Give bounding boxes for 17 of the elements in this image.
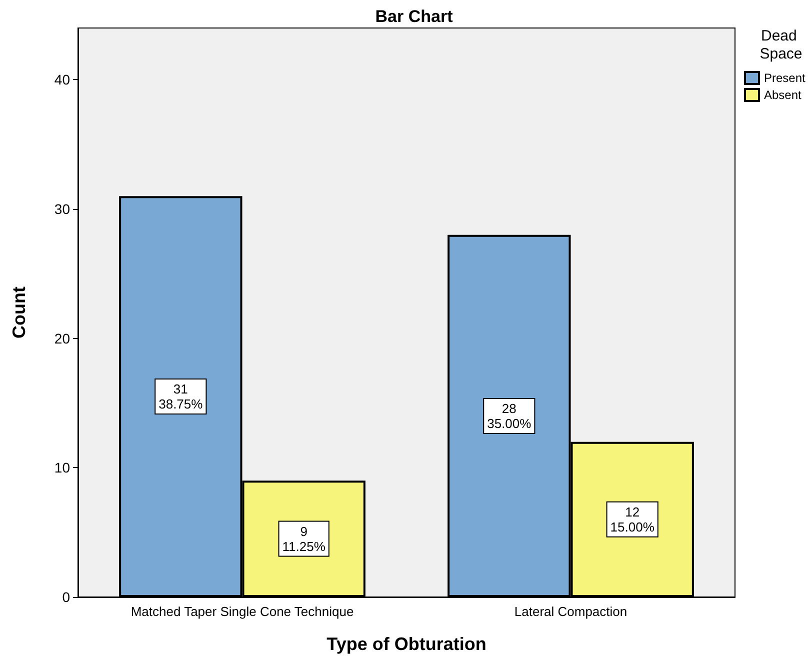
data-label: 31 38.75% [158,382,204,412]
legend-title: Dead Space [760,28,802,62]
chart-title: Bar Chart [375,7,454,26]
data-label: 28 35.00% [487,400,532,431]
y-axis-title: Count [9,286,29,338]
data-label: 12 15.00% [610,504,655,534]
data-label: 9 11.25% [282,524,326,554]
y-tick-label: 10 [54,460,70,476]
y-tick-label: 0 [62,589,70,605]
y-tick-label: 40 [54,72,70,88]
x-tick-label: Lateral Compaction [514,604,628,619]
legend-label: Present [764,71,806,85]
y-tick-label: 30 [54,201,70,218]
x-tick-label: Matched Taper Single Cone Technique [130,604,354,619]
x-axis-title: Type of Obturation [326,634,486,654]
legend-label: Absent [764,88,802,102]
y-tick-label: 20 [54,330,70,346]
